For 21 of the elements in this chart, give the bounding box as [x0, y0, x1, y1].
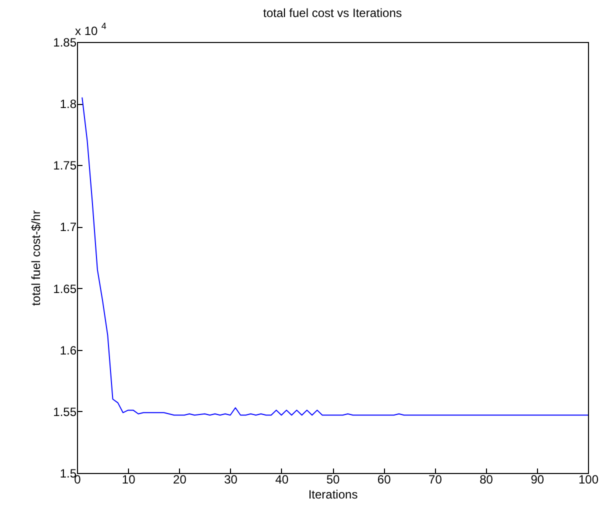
- x-tick-label: 60: [377, 472, 392, 486]
- line-series: [82, 96, 588, 416]
- x-tick-label: 10: [122, 472, 136, 486]
- chart-title: total fuel cost vs Iterations: [263, 6, 402, 20]
- x-tick-label: 70: [428, 472, 442, 486]
- y-tick-label: 1.85: [53, 36, 77, 50]
- x-tick-label: 30: [224, 472, 238, 486]
- x-tick-label: 50: [326, 472, 340, 486]
- x-tick-label: 20: [173, 472, 187, 486]
- x-axis-title: Iterations: [308, 488, 358, 502]
- y-tick-label: 1.7: [60, 220, 77, 234]
- x-tick-label: 100: [578, 472, 599, 486]
- x-tick-label: 40: [275, 472, 289, 486]
- y-axis-title: total fuel cost-$/hr: [29, 210, 44, 306]
- x-tick-label: 90: [530, 472, 544, 486]
- y-tick-label: 1.65: [53, 282, 77, 296]
- y-tick-label: 1.75: [53, 158, 77, 173]
- y-tick-label: 1.6: [60, 343, 77, 358]
- y-tick-label: 1.55: [53, 404, 77, 419]
- x-tick-label: 80: [480, 472, 494, 486]
- y-tick-label: 1.8: [60, 97, 77, 112]
